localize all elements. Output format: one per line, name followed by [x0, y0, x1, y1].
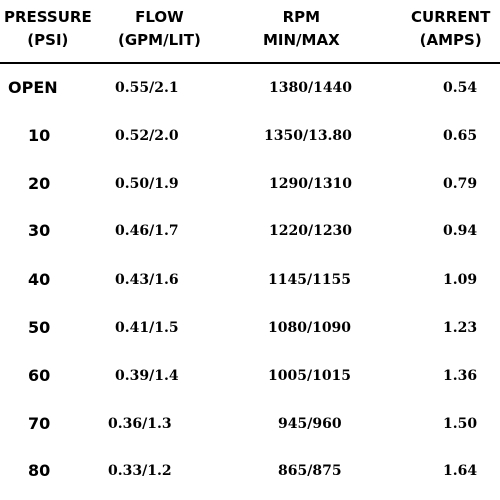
cell-rpm: 1290/1310 — [269, 176, 353, 192]
cell-rpm: 1145/1155 — [268, 272, 352, 288]
cell-flow: 0.41/1.5 — [115, 320, 179, 336]
cell-pressure: 70 — [28, 414, 51, 433]
cell-rpm: 1220/1230 — [269, 223, 353, 239]
cell-flow: 0.46/1.7 — [115, 223, 179, 239]
cell-current: 1.50 — [443, 416, 478, 432]
cell-rpm: 1350/13.80 — [264, 128, 352, 144]
cell-flow: 0.36/1.3 — [108, 416, 172, 432]
cell-flow: 0.43/1.6 — [115, 272, 179, 288]
header-current: CURRENT (AMPS) — [411, 6, 490, 52]
header-flow-line2: (GPM/LIT) — [118, 31, 201, 49]
cell-pressure: 20 — [28, 174, 51, 193]
cell-pressure: 50 — [28, 318, 51, 337]
table-row: 80 0.33/1.2 865/875 1.64 — [0, 456, 500, 486]
header-current-line1: CURRENT — [411, 8, 491, 26]
cell-rpm: 865/875 — [278, 463, 342, 479]
cell-current: 0.79 — [443, 176, 478, 192]
cell-rpm: 1080/1090 — [268, 320, 352, 336]
table-row: 50 0.41/1.5 1080/1090 1.23 — [0, 313, 500, 343]
cell-current: 1.36 — [443, 368, 478, 384]
table-row: 30 0.46/1.7 1220/1230 0.94 — [0, 216, 500, 246]
table-row: 60 0.39/1.4 1005/1015 1.36 — [0, 361, 500, 391]
cell-pressure: 40 — [28, 270, 51, 289]
cell-flow: 0.50/1.9 — [115, 176, 179, 192]
table-row: 10 0.52/2.0 1350/13.80 0.65 — [0, 121, 500, 151]
cell-current: 0.65 — [443, 128, 478, 144]
header-flow: FLOW (GPM/LIT) — [118, 6, 201, 52]
header-current-line2: (AMPS) — [419, 31, 482, 49]
cell-pressure: 80 — [28, 461, 51, 480]
cell-flow: 0.33/1.2 — [108, 463, 172, 479]
cell-rpm: 945/960 — [278, 416, 342, 432]
header-rpm: RPM MIN/MAX — [263, 6, 340, 52]
cell-pressure: OPEN — [8, 78, 58, 97]
header-rpm-line1: RPM — [282, 8, 321, 26]
cell-current: 1.64 — [443, 463, 478, 479]
header-divider — [0, 62, 500, 64]
table-row: 70 0.36/1.3 945/960 1.50 — [0, 409, 500, 439]
cell-rpm: 1005/1015 — [268, 368, 352, 384]
table-row: OPEN 0.55/2.1 1380/1440 0.54 — [0, 73, 500, 103]
cell-current: 0.94 — [443, 223, 478, 239]
cell-pressure: 30 — [28, 221, 51, 240]
header-flow-line1: FLOW — [135, 8, 184, 26]
cell-rpm: 1380/1440 — [269, 80, 353, 96]
cell-pressure: 60 — [28, 366, 51, 385]
table-row: 20 0.50/1.9 1290/1310 0.79 — [0, 169, 500, 199]
cell-flow: 0.52/2.0 — [115, 128, 179, 144]
cell-current: 1.09 — [443, 272, 478, 288]
header-pressure-line1: PRESSURE — [4, 8, 92, 26]
cell-current: 1.23 — [443, 320, 478, 336]
cell-flow: 0.39/1.4 — [115, 368, 179, 384]
cell-pressure: 10 — [28, 126, 51, 145]
header-rpm-line2: MIN/MAX — [263, 31, 340, 49]
table-row: 40 0.43/1.6 1145/1155 1.09 — [0, 265, 500, 295]
cell-flow: 0.55/2.1 — [115, 80, 179, 96]
header-pressure-line2: (PSI) — [27, 31, 69, 49]
header-pressure: PRESSURE (PSI) — [4, 6, 92, 52]
cell-current: 0.54 — [443, 80, 478, 96]
